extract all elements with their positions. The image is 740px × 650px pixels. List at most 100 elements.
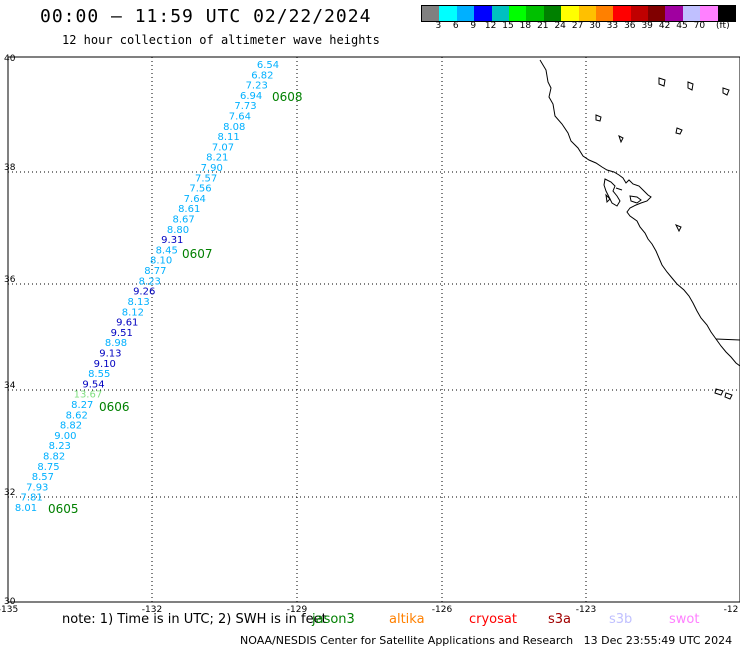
colorbar-swatch	[665, 6, 683, 21]
colorbar-swatch	[456, 6, 475, 21]
colorbar-swatch	[474, 6, 492, 21]
pass-time-label: 0606	[99, 400, 130, 414]
wave-height-point[interactable]: 8.67	[172, 215, 194, 226]
colorbar-swatch	[630, 6, 649, 21]
altimeter-track: 6.546.827.236.947.737.648.088.117.078.21…	[15, 60, 279, 514]
wave-height-point[interactable]: 9.13	[99, 349, 121, 360]
lon-tick-label: -12	[724, 605, 739, 615]
colorbar-swatch	[717, 6, 736, 21]
colorbar-swatch	[595, 6, 614, 21]
wave-height-point[interactable]: 9.00	[54, 431, 76, 442]
wave-height-point[interactable]: 8.62	[66, 410, 88, 421]
colorbar-label: 24	[554, 21, 566, 31]
wave-height-point[interactable]: 9.51	[111, 328, 133, 339]
colorbar-swatch	[578, 6, 596, 21]
wave-height-point[interactable]: 9.61	[116, 318, 138, 329]
legend-item-cryosat: cryosat	[469, 612, 517, 627]
wave-height-point[interactable]: 8.98	[105, 338, 127, 349]
colorbar-label: 42	[658, 21, 671, 31]
wave-height-point[interactable]: 7.81	[20, 493, 42, 504]
lon-tick-label: -123	[576, 605, 596, 615]
colorbar-labels: 3 6 9 12 15 18 21 24 27 30 33 36 39 42 45 70 (ft)	[421, 21, 740, 35]
wave-height-point[interactable]: 7.90	[201, 163, 223, 174]
colorbar-label: 21	[537, 21, 549, 31]
lon-tick-label: -135	[0, 605, 18, 615]
wave-height-point[interactable]: 6.82	[251, 70, 273, 81]
wave-height-point[interactable]: 8.82	[43, 452, 65, 463]
wave-height-point[interactable]: 8.11	[217, 132, 239, 143]
colorbar-label: (ft)	[716, 21, 730, 31]
colorbar-label: 33	[606, 21, 619, 31]
colorbar-swatch	[682, 6, 701, 21]
page-title: 00:00 – 11:59 UTC 02/22/2024	[40, 6, 372, 27]
legend-item-jason3: jason3	[312, 612, 355, 627]
colorbar-swatch	[700, 6, 718, 21]
wave-height-point[interactable]: 7.07	[212, 142, 234, 153]
wave-height-point[interactable]: 6.54	[257, 60, 279, 71]
colorbar-label: 27	[571, 21, 584, 31]
wave-height-point[interactable]: 8.13	[127, 297, 149, 308]
colorbar-label: 18	[519, 21, 532, 31]
lat-tick-label: 36	[4, 275, 16, 285]
wave-height-point[interactable]: 7.23	[246, 81, 268, 92]
pass-time-label: 0607	[182, 247, 213, 261]
colorbar	[421, 5, 737, 22]
pass-time-label: 0608	[272, 90, 303, 104]
wave-height-point[interactable]: 8.21	[206, 153, 228, 164]
colorbar-label: 45	[676, 21, 688, 31]
wave-height-point[interactable]: 7.73	[234, 101, 256, 112]
wave-height-point[interactable]: 9.54	[82, 379, 104, 390]
colorbar-swatch	[543, 6, 562, 21]
lon-tick-label: -129	[287, 605, 308, 615]
wave-height-point[interactable]: 8.01	[15, 503, 37, 514]
colorbar-label: 9	[470, 21, 477, 31]
colorbar-swatch	[508, 6, 527, 21]
legend-item-s3b: s3b	[609, 612, 633, 627]
wave-height-point[interactable]: 6.94	[240, 91, 262, 102]
lon-tick-label: -126	[432, 605, 453, 615]
colorbar-swatch	[491, 6, 509, 21]
legend-item-swot: swot	[669, 612, 700, 627]
wave-height-point[interactable]: 8.23	[49, 441, 71, 452]
wave-height-point[interactable]: 8.10	[150, 256, 172, 267]
colorbar-swatch	[561, 6, 579, 21]
wave-height-point[interactable]: 7.57	[195, 173, 217, 184]
wave-height-point[interactable]: 9.31	[161, 235, 183, 246]
colorbar-label: 70	[693, 21, 706, 31]
colorbar-label: 3	[435, 21, 442, 31]
lat-tick-label: 34	[4, 381, 16, 391]
lat-tick-label: 40	[4, 54, 16, 64]
wave-height-point[interactable]: 8.45	[156, 245, 178, 256]
wave-height-point[interactable]: 7.93	[26, 482, 48, 493]
wave-height-point[interactable]: 8.77	[144, 266, 166, 277]
legend-item-s3a: s3a	[548, 612, 572, 627]
colorbar-label: 12	[484, 21, 497, 31]
legend-item-altika: altika	[389, 612, 425, 627]
lon-tick-label: -132	[142, 605, 162, 615]
wave-height-point[interactable]: 8.80	[167, 225, 189, 236]
wave-height-point[interactable]: 8.82	[60, 421, 82, 432]
wave-height-point[interactable]: 7.64	[229, 112, 251, 123]
wave-height-point[interactable]: 7.56	[189, 184, 211, 195]
wave-height-point[interactable]: 8.12	[122, 307, 144, 318]
wave-height-point[interactable]: 8.75	[37, 462, 59, 473]
wave-height-point[interactable]: 8.57	[32, 472, 54, 483]
lat-tick-label: 38	[4, 163, 16, 173]
wave-height-point[interactable]: 7.64	[184, 194, 206, 205]
colorbar-swatch	[526, 6, 544, 21]
wave-height-point[interactable]: 8.55	[88, 369, 110, 380]
wave-height-point[interactable]: 8.61	[178, 204, 200, 215]
lat-tick-label: 32	[4, 488, 15, 498]
wave-height-point[interactable]: 8.23	[139, 276, 161, 287]
colorbar-label: 15	[502, 21, 514, 31]
wave-height-point[interactable]: 13.67	[74, 390, 103, 401]
map-frame	[7, 56, 740, 603]
page-subtitle: 12 hour collection of altimeter wave hei…	[62, 33, 380, 47]
wave-height-point[interactable]: 8.27	[71, 400, 93, 411]
wave-height-point[interactable]: 8.08	[223, 122, 245, 133]
wave-height-point[interactable]: 9.26	[133, 287, 155, 298]
colorbar-swatch	[439, 6, 457, 21]
wave-height-point[interactable]: 9.10	[94, 359, 116, 370]
